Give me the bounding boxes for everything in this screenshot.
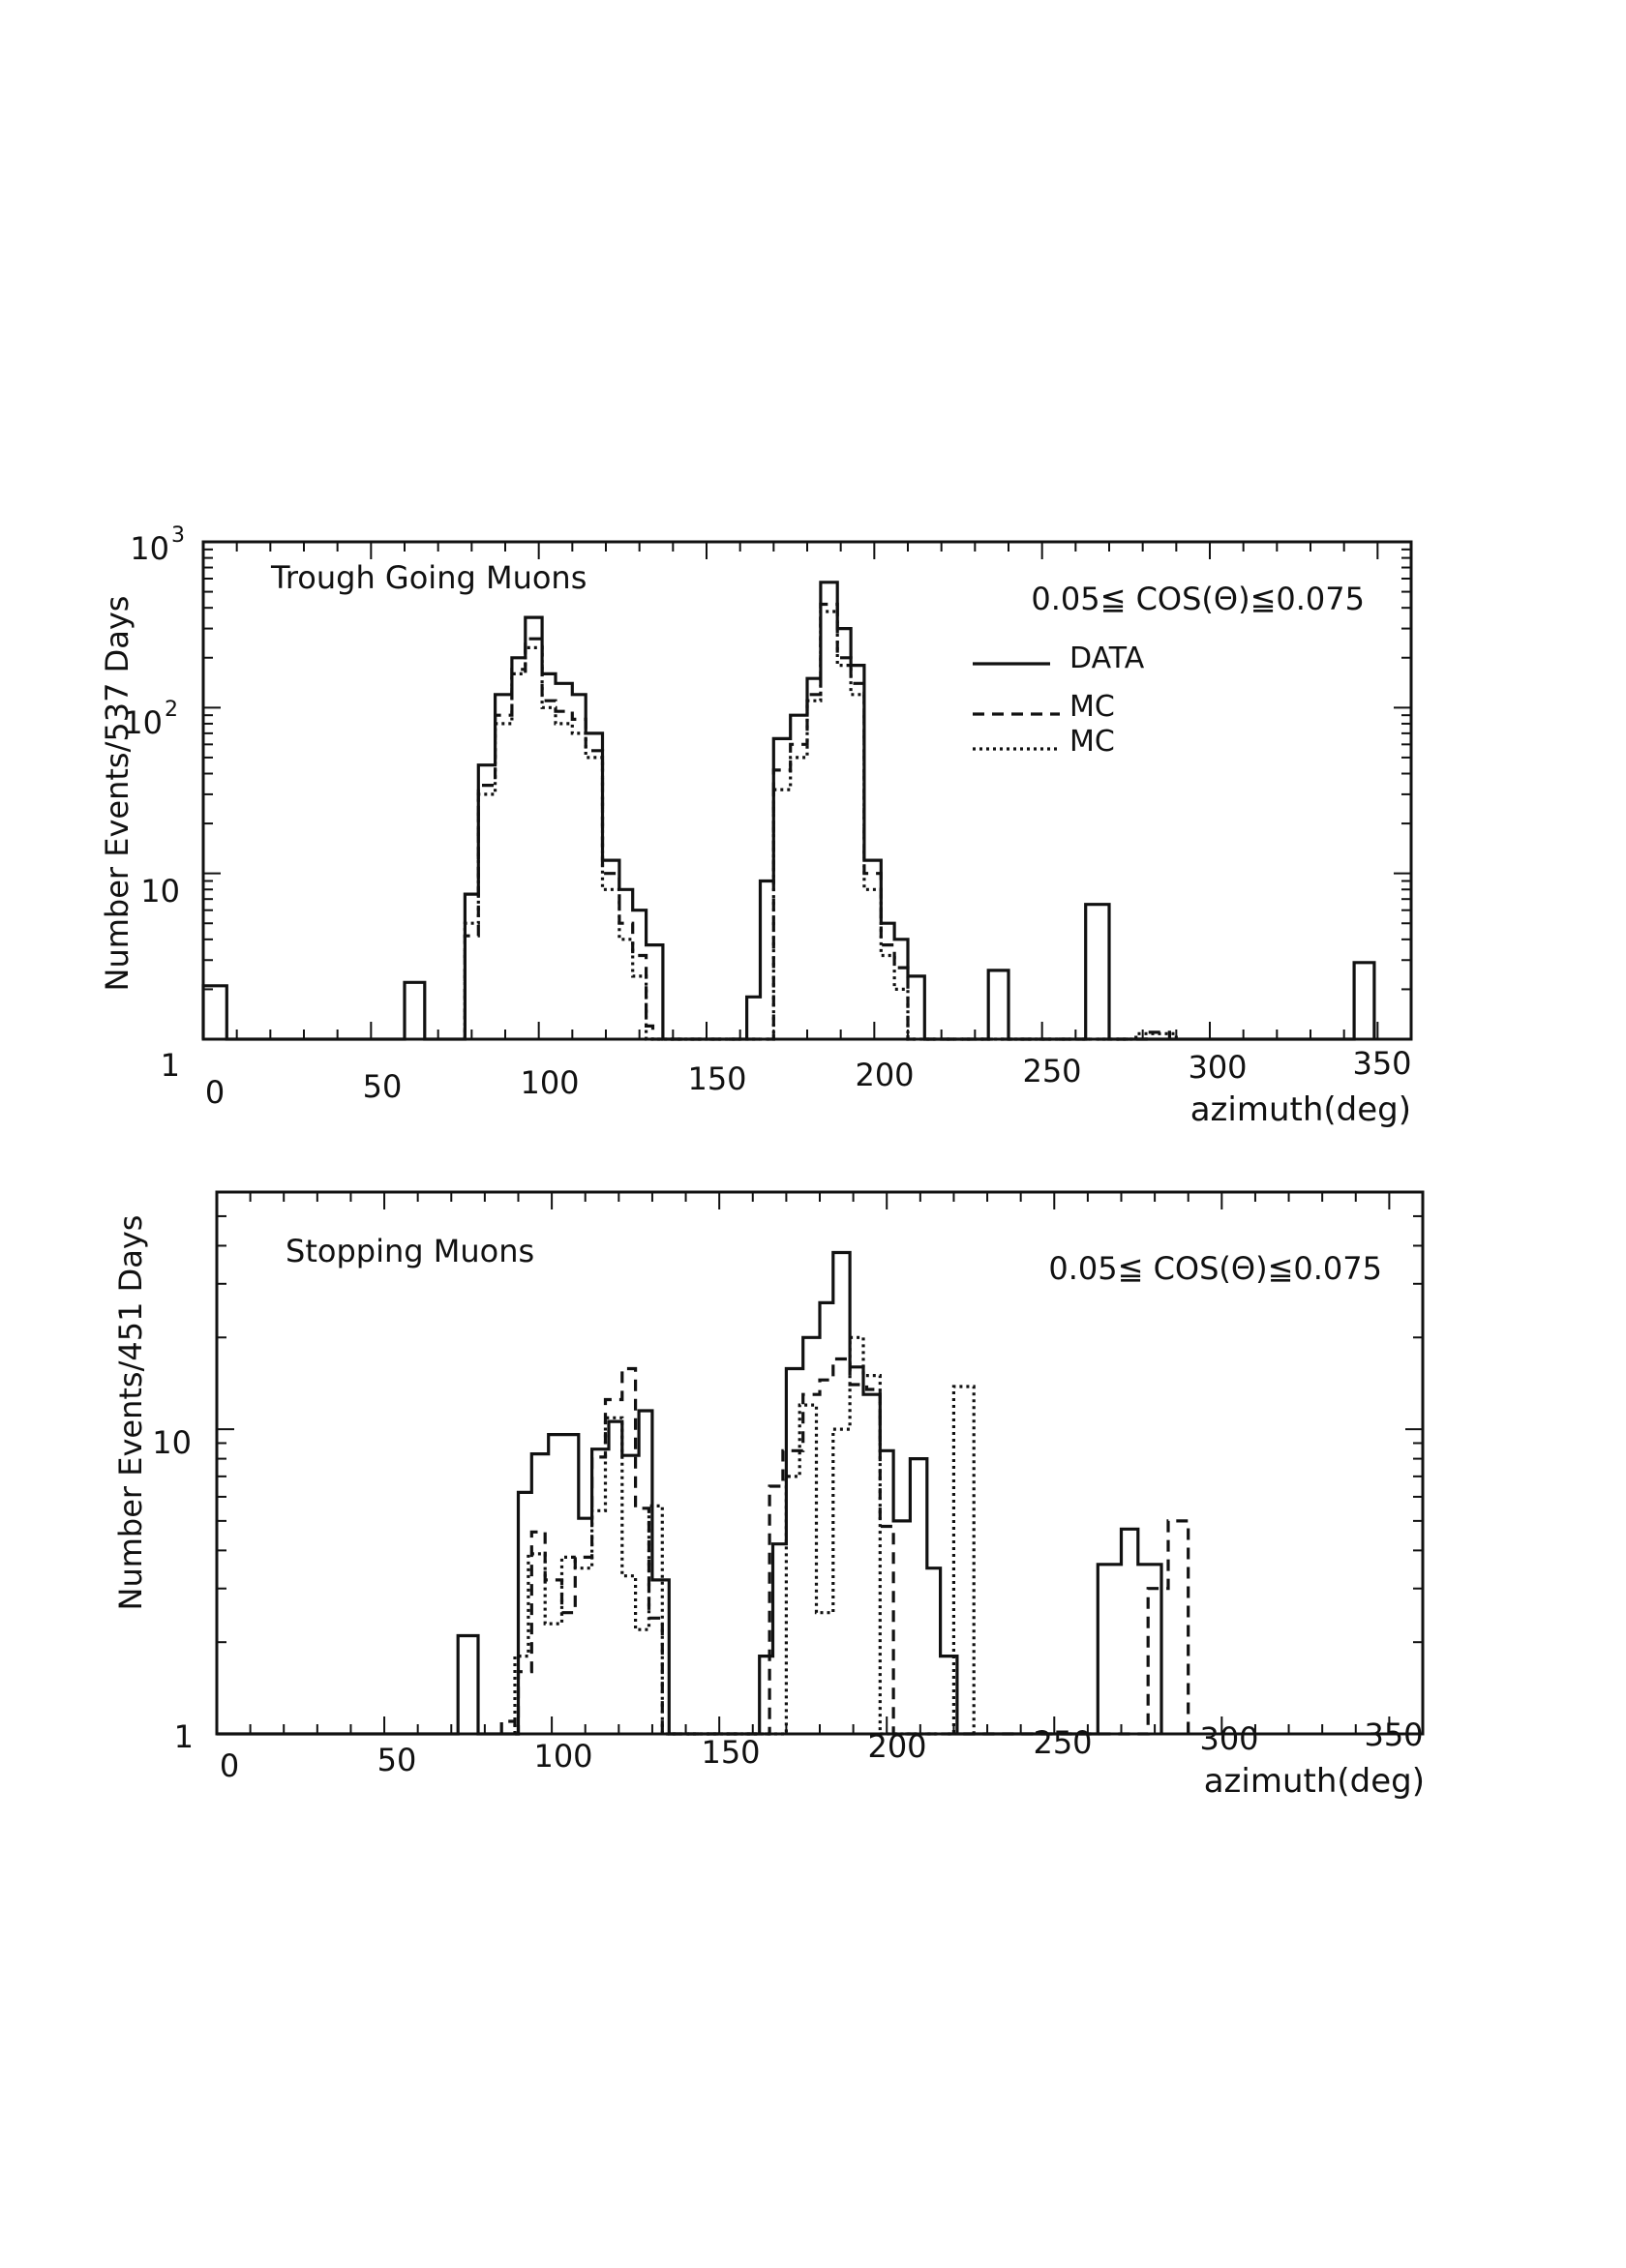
x-tick-label: 50 [363, 1068, 403, 1105]
y-tick-label: 1 [174, 1718, 194, 1755]
x-tick-label: 100 [533, 1738, 592, 1775]
y-tick-base: 1 [174, 1718, 194, 1755]
axis-ticks [202, 541, 1412, 1040]
y-tick-label: 10 [152, 1424, 192, 1461]
histogram-data [217, 1250, 1163, 1736]
x-axis-label: azimuth(deg) [1190, 1090, 1411, 1129]
y-tick-base: 1 [161, 1047, 180, 1084]
y-tick-base: 10 [123, 704, 163, 741]
y-tick-label: 10 [123, 704, 163, 741]
y-tick-base: 10 [152, 1424, 192, 1461]
x-tick-label: 250 [1022, 1053, 1081, 1089]
x-tick-label: 250 [1033, 1724, 1092, 1761]
condition-label: 0.05≦ COS(Θ)≦0.075 [1031, 581, 1365, 617]
x-tick-label: 100 [520, 1064, 579, 1101]
y-tick-labels: 1 10 [152, 1424, 194, 1755]
chart-through-going-muons: Trough Going Muons 0.05≦ COS(Θ)≦0.075 DA… [99, 523, 1413, 1129]
chart-title: Stopping Muons [286, 1233, 534, 1269]
x-tick-label: 300 [1188, 1049, 1247, 1086]
x-tick-labels: 0 50 100 150 200 250 300 350 [205, 1045, 1412, 1111]
y-tick-labels: 1 10 10 2 10 3 [123, 523, 185, 1084]
y-tick-exponent: 2 [165, 698, 178, 722]
histogram-mc-dashed [463, 602, 1171, 1041]
histogram-mc-dotted [463, 610, 1178, 1041]
x-tick-label: 350 [1352, 1045, 1411, 1082]
histograms [217, 1250, 1190, 1736]
histogram-mc-dotted [513, 1335, 976, 1736]
x-tick-label: 200 [867, 1728, 926, 1765]
condition-label: 0.05≦ COS(Θ)≦0.075 [1048, 1250, 1382, 1287]
y-tick-base: 10 [130, 530, 169, 567]
chart-stopping-muons: Stopping Muons 0.05≦ COS(Θ)≦0.075 0 50 1… [112, 1190, 1425, 1801]
histograms [201, 581, 1376, 1041]
legend-label-data: DATA [1069, 642, 1145, 675]
x-tick-label: 200 [855, 1057, 914, 1093]
histogram-data [201, 581, 1376, 1041]
legend-label-mc-dotted: MC [1069, 725, 1115, 759]
legend: DATA MC MC [973, 642, 1145, 759]
x-tick-label: 150 [701, 1734, 760, 1771]
x-tick-label: 0 [205, 1074, 225, 1111]
x-tick-label: 150 [687, 1060, 746, 1097]
x-axis-label: azimuth(deg) [1204, 1762, 1425, 1801]
y-axis-label: Number Events/537 Days [99, 596, 136, 992]
y-tick-label: 10 [130, 530, 169, 567]
y-axis-label: Number Events/451 Days [112, 1215, 149, 1611]
x-tick-label: 300 [1199, 1720, 1258, 1757]
y-tick-label: 1 [161, 1047, 180, 1084]
histogram-mc-dashed [499, 1357, 1190, 1736]
y-tick-base: 10 [140, 873, 180, 910]
x-tick-label: 350 [1364, 1716, 1423, 1753]
y-tick-exponent: 3 [171, 523, 185, 548]
y-tick-label: 10 [140, 873, 180, 910]
x-tick-labels: 0 50 100 150 200 250 300 350 [220, 1716, 1424, 1784]
x-tick-label: 0 [220, 1747, 239, 1784]
legend-label-mc-dashed: MC [1069, 690, 1115, 724]
chart-title: Trough Going Muons [270, 559, 587, 596]
x-tick-label: 50 [377, 1742, 417, 1778]
